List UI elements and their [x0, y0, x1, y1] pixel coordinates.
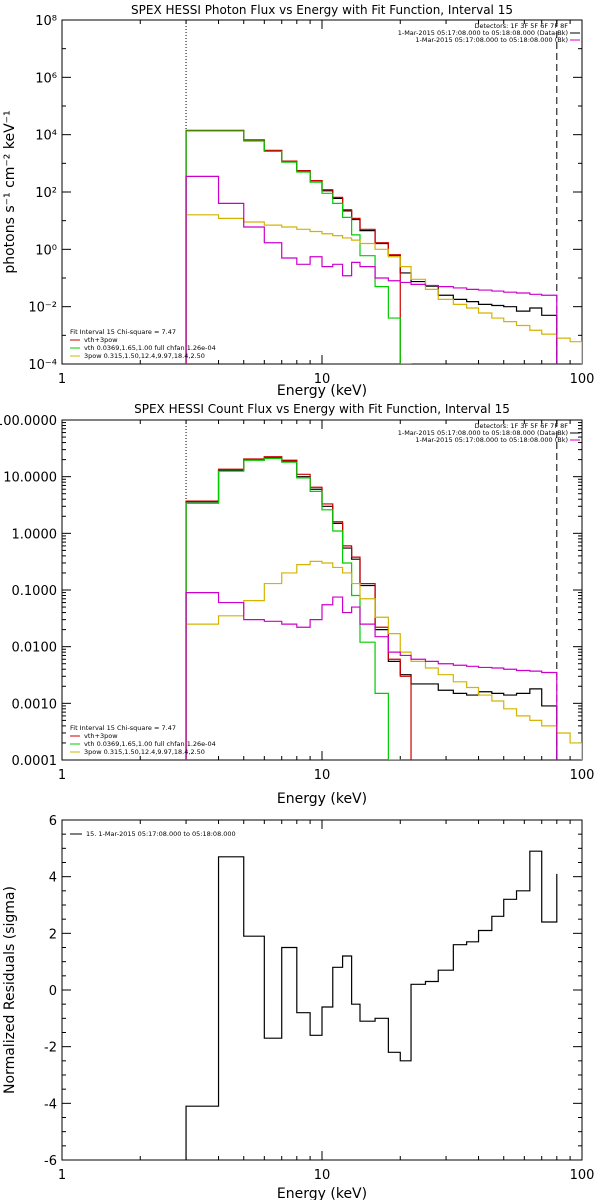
- count-x-label: Energy (keV): [277, 791, 367, 807]
- count-x-tick-label: 1: [58, 768, 66, 783]
- count-y-tick-label: 100.0000: [0, 414, 57, 429]
- photon-series-vth-3pow: [185, 129, 401, 364]
- photon-y-tick-label: 10⁸: [35, 14, 57, 29]
- count-legend-text: 3pow 0.315,1.50,12.4,9.97,18.4,2.50: [84, 748, 205, 756]
- count-series-data-bk: [185, 456, 558, 760]
- photon-x-tick-label: 100: [570, 372, 595, 387]
- count-legend-heading: Fit Interval 15 Chi-square = 7.47: [70, 724, 176, 732]
- photon-y-tick-label: 10⁻⁴: [28, 358, 57, 373]
- photon-series-3pow: [185, 214, 582, 364]
- count-series-group: [185, 456, 582, 760]
- photon-y-tick-label: 10⁰: [35, 243, 57, 258]
- count-legend-text: vth 0.0369,1.65,1.00 full chfan 1.26e-04: [84, 740, 216, 748]
- photon-y-label: photons s⁻¹ cm⁻² keV⁻¹: [2, 110, 18, 273]
- count-y-tick-label: 0.0100: [12, 641, 58, 656]
- count-header-line: 1-Mar-2015 05:17:08.000 to 05:18:08.000 …: [398, 429, 568, 437]
- resid-legend-text: 15. 1-Mar-2015 05:17:08.000 to 05:18:08.…: [86, 830, 236, 838]
- count-header-line: Detectors: 1F 3F 5F 6F 7F 8F: [474, 422, 568, 430]
- resid-y-tick-label: 6: [49, 814, 57, 829]
- count-series-vth-3pow: [185, 456, 412, 760]
- photon-chart: SPEX HESSI Photon Flux vs Energy with Fi…: [2, 3, 594, 399]
- photon-legend-text: vth+3pow: [84, 336, 118, 344]
- count-series-3pow: [185, 560, 582, 760]
- count-y-tick-label: 10.0000: [3, 471, 57, 486]
- count-y-tick-label: 0.1000: [12, 584, 58, 599]
- photon-x-label: Energy (keV): [277, 383, 367, 399]
- count-y-tick-label: 1.0000: [12, 527, 58, 542]
- photon-y-tick-label: 10²: [35, 186, 57, 201]
- resid-series-15-1-mar-2015-05-17-08-000-to-05-18-08-000: [185, 850, 558, 1160]
- photon-y-tick-label: 10⁴: [35, 129, 57, 144]
- resid-x-label: Energy (keV): [277, 1186, 367, 1200]
- photon-header-line: 1-Mar-2015 05:17:08.000 to 05:18:08.000 …: [398, 29, 568, 37]
- count-series-vth: [185, 457, 401, 760]
- resid-y-tick-label: -2: [44, 1041, 57, 1056]
- resid-y-tick-label: -6: [44, 1154, 57, 1169]
- count-x-tick-label: 10: [314, 768, 331, 783]
- photon-y-tick-label: 10⁻²: [28, 301, 57, 316]
- photon-series-vth: [185, 130, 412, 364]
- count-chart: SPEX HESSI Count Flux vs Energy with Fit…: [0, 402, 594, 807]
- resid-y-tick-label: 0: [49, 984, 57, 999]
- resid-x-tick-label: 100: [570, 1168, 595, 1183]
- count-y-tick-label: 0.0001: [12, 754, 58, 769]
- resid-plot-frame: [61, 819, 583, 1161]
- resid-y-tick-label: 4: [49, 871, 57, 886]
- resid-y-tick-label: -4: [44, 1097, 57, 1112]
- resid-x-tick-label: 1: [58, 1168, 66, 1183]
- photon-legend-text: 3pow 0.315,1.50,12.4,9.97,18.4,2.50: [84, 352, 205, 360]
- photon-x-tick-label: 10: [314, 372, 331, 387]
- count-header-line: 1-Mar-2015 05:17:08.000 to 05:18:08.000 …: [415, 436, 568, 444]
- photon-series-bk: [185, 175, 558, 364]
- photon-header-line: Detectors: 1F 3F 5F 6F 7F 8F: [474, 22, 568, 30]
- resid-series-group: [185, 850, 558, 1160]
- count-series-bk: [185, 591, 558, 760]
- photon-series-group: [185, 129, 582, 364]
- photon-legend-text: vth 0.0369,1.65,1.00 full chfan 1.26e-04: [84, 344, 216, 352]
- photon-y-tick-label: 10⁶: [35, 71, 57, 86]
- resid-x-tick-label: 10: [314, 1168, 331, 1183]
- photon-series-data-bk: [185, 129, 558, 364]
- photon-x-tick-label: 1: [58, 372, 66, 387]
- count-x-tick-label: 100: [570, 768, 595, 783]
- count-y-tick-label: 0.0010: [12, 697, 58, 712]
- photon-legend-heading: Fit Interval 15 Chi-square = 7.47: [70, 328, 176, 336]
- resid-y-label: Normalized Residuals (sigma): [2, 886, 18, 1094]
- resid-chart: 1 10 100 Energy (keV) -6 -4 -2 0 2 4 6 Normalized R…: [2, 814, 594, 1200]
- count-title: SPEX HESSI Count Flux vs Energy with Fit…: [134, 402, 510, 416]
- resid-y-tick-label: 2: [49, 927, 57, 942]
- count-legend-text: vth+3pow: [84, 732, 118, 740]
- photon-header-line: 1-Mar-2015 05:17:08.000 to 05:18:08.000 …: [415, 36, 568, 44]
- photon-title: SPEX HESSI Photon Flux vs Energy with Fi…: [131, 3, 513, 17]
